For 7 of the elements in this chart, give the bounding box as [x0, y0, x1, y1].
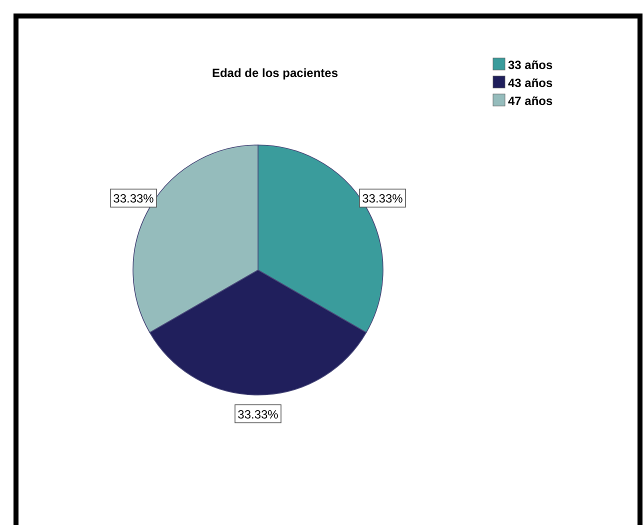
legend-label: 43 años [508, 76, 554, 90]
legend-label: 47 años [508, 94, 554, 108]
data-label: 33.33% [113, 192, 154, 206]
data-label: 33.33% [238, 407, 279, 422]
legend-label: 33 años [508, 58, 554, 72]
data-label: 33.33% [362, 192, 404, 206]
text: Edad de los pacientes [212, 66, 338, 80]
